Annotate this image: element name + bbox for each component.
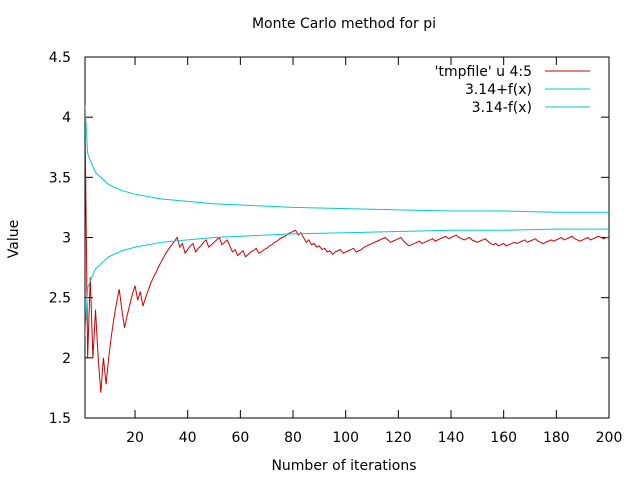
series-line-1	[85, 117, 609, 393]
x-axis-label: Number of iterations	[271, 458, 416, 474]
legend-label-2: 3.14+f(x)	[465, 82, 532, 98]
x-tick-label: 140	[438, 430, 465, 446]
series-line-2	[85, 105, 609, 213]
x-tick-label: 100	[332, 430, 359, 446]
legend: 'tmpfile' u 4:5 3.14+f(x) 3.14-f(x)	[435, 64, 590, 116]
x-tick-label: 200	[596, 430, 623, 446]
legend-label-1: 'tmpfile' u 4:5	[435, 64, 532, 80]
axes-layer: 20 40 60 80 100 120 140 160 180 200 1.5 2 2.5 3 3.5 4 4.…	[49, 50, 623, 446]
y-tick-label: 4	[62, 110, 71, 126]
chart-title: Monte Carlo method for pi	[252, 16, 436, 32]
y-tick-label: 1.5	[49, 411, 71, 427]
x-tick-label: 20	[126, 430, 144, 446]
legend-label-3: 3.14-f(x)	[472, 100, 532, 116]
x-tick-label: 80	[284, 430, 302, 446]
x-tick-label: 40	[179, 430, 197, 446]
x-tick-label: 160	[490, 430, 517, 446]
y-tick-label: 3	[62, 231, 71, 247]
y-tick-label: 2	[62, 351, 71, 367]
y-tick-label: 3.5	[49, 170, 71, 186]
x-tick-label: 120	[385, 430, 412, 446]
y-tick-label: 4.5	[49, 50, 71, 66]
x-tick-label: 180	[543, 430, 570, 446]
y-tick-label: 2.5	[49, 291, 71, 307]
series-layer	[85, 105, 609, 393]
series-line-3	[85, 228, 609, 337]
x-tick-label: 60	[231, 430, 249, 446]
y-axis-label: Value	[6, 220, 22, 258]
